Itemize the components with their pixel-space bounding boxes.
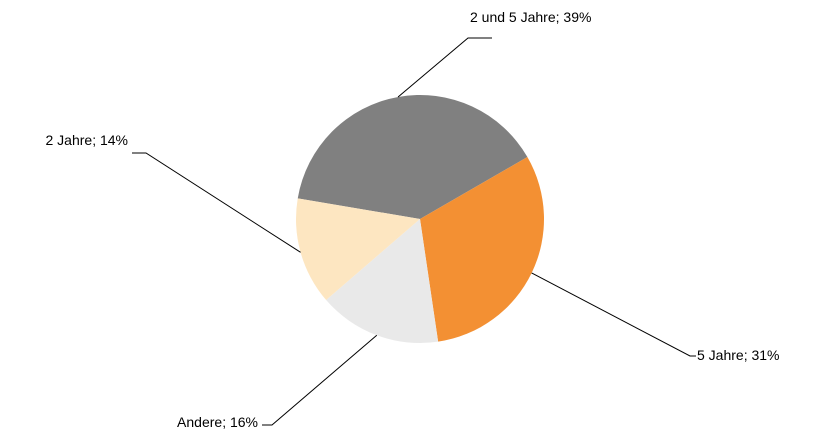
leader-line [531, 272, 696, 357]
label-value: 31% [751, 347, 779, 363]
label-category: 2 Jahre [45, 132, 92, 148]
pie-slice [326, 219, 439, 344]
leader-line [397, 37, 492, 98]
data-label: 5 Jahre; 31% [697, 347, 780, 363]
data-label: 2 Jahre; 14% [45, 132, 128, 148]
leader-line [262, 334, 378, 426]
label-value: 14% [100, 132, 128, 148]
label-separator: ; [222, 414, 230, 430]
label-category: 5 Jahre [697, 347, 744, 363]
label-value: 16% [230, 414, 258, 430]
pie-slice [296, 198, 420, 301]
pie-slice [297, 95, 528, 219]
label-value: 39% [563, 9, 591, 25]
label-separator: ; [556, 9, 564, 25]
data-label: Andere; 16% [177, 414, 258, 430]
label-separator: ; [744, 347, 752, 363]
label-category: 2 und 5 Jahre [470, 9, 556, 25]
label-separator: ; [92, 132, 100, 148]
data-label: 2 und 5 Jahre; 39% [470, 9, 591, 25]
label-category: Andere [177, 414, 222, 430]
pie-slice [420, 157, 544, 342]
leader-line [132, 152, 301, 253]
